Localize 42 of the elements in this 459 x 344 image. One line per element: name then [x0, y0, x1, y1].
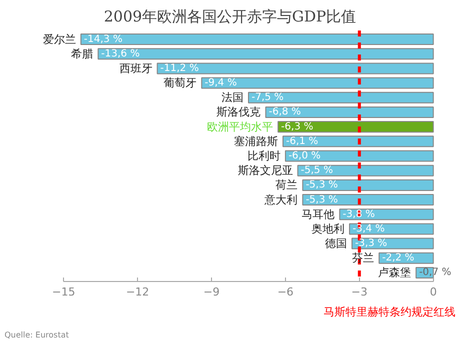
- x-tick-label: −12: [126, 286, 150, 298]
- chart-title: 2009年欧洲各国公开赤字与GDP比值: [104, 8, 356, 26]
- data-label: -6,1 %: [286, 136, 318, 147]
- y-tick-label: 比利时: [247, 150, 280, 162]
- data-label: -9,4 %: [204, 78, 237, 89]
- data-label: -3,4 %: [352, 223, 385, 234]
- data-label: -2,2 %: [382, 252, 414, 264]
- data-label: -6,3 %: [281, 121, 314, 132]
- data-label: -14,3 %: [84, 34, 122, 45]
- y-tick-label: 荷兰: [276, 178, 298, 192]
- data-label: -3,3 %: [354, 238, 388, 250]
- data-label: -3,8 %: [342, 208, 375, 220]
- data-label: -5,3 %: [306, 180, 338, 191]
- x-tick-label: −3: [351, 286, 368, 298]
- x-tick-label: −6: [277, 286, 294, 298]
- y-tick-label: 爱尔兰: [42, 32, 76, 46]
- data-label: -5,3 %: [306, 194, 338, 206]
- y-tick-label: 塞浦路斯: [234, 134, 278, 148]
- y-tick-label: 奥地利: [312, 222, 345, 236]
- data-label: -7,5 %: [251, 92, 284, 104]
- data-label: -13,6 %: [101, 48, 140, 60]
- data-label: -11,2 %: [160, 62, 199, 74]
- data-label: -6,8 %: [268, 106, 301, 118]
- y-tick-label: 法国: [221, 91, 244, 104]
- data-label: -6,0 %: [288, 150, 321, 162]
- x-tick-label: −15: [52, 286, 76, 298]
- y-tick-label: 德国: [324, 237, 347, 250]
- data-label: -5,5 %: [300, 165, 333, 176]
- y-tick-label: 斯洛文尼亚: [238, 164, 293, 178]
- y-tick-label: 卢森堡: [378, 266, 412, 280]
- y-tick-label: 希腊: [71, 47, 94, 60]
- x-tick-label: −9: [203, 286, 220, 298]
- source-note: Quelle: Eurostat: [4, 330, 69, 340]
- x-tick-label: 0: [430, 286, 437, 298]
- y-tick-label: 芬兰: [352, 252, 374, 265]
- y-tick-label: 意大利: [264, 193, 298, 206]
- y-tick-label: 马耳他: [302, 208, 335, 221]
- ref-line-label: 马斯特里赫特条约规定红线: [324, 306, 456, 318]
- y-tick-label: 斯洛伐克: [216, 106, 261, 119]
- y-tick-label: 西班牙: [119, 62, 152, 75]
- y-tick-label: 欧洲平均水平: [207, 120, 274, 134]
- y-tick-label: 葡萄牙: [164, 76, 197, 90]
